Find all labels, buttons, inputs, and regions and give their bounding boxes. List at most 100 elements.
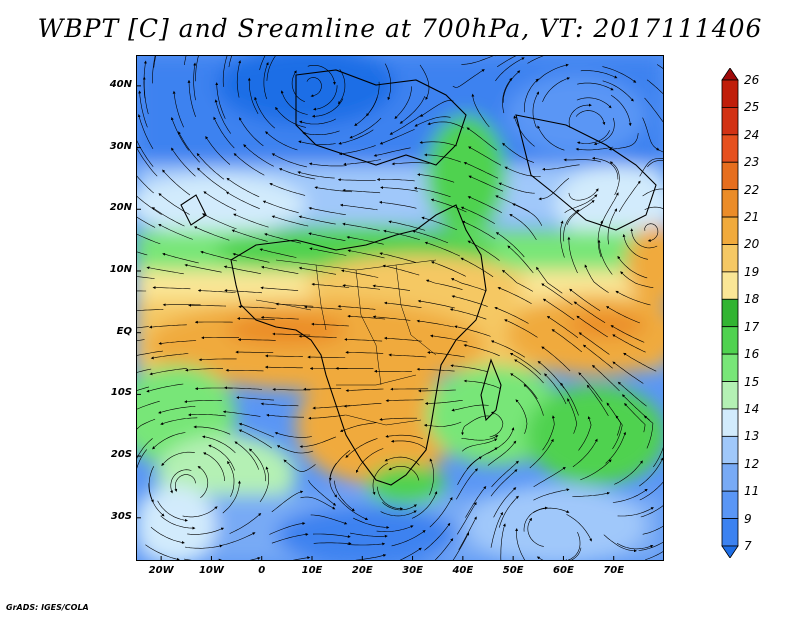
coastlines bbox=[180, 69, 657, 486]
colorbar-box bbox=[721, 435, 739, 465]
colorbar-box bbox=[721, 216, 739, 245]
streamline bbox=[567, 398, 578, 434]
streamline bbox=[572, 438, 598, 468]
lon-label: 10E bbox=[301, 565, 323, 576]
streamline bbox=[298, 140, 336, 145]
streamline bbox=[575, 146, 614, 151]
streamline bbox=[136, 386, 150, 392]
streamline bbox=[576, 315, 608, 338]
streamline bbox=[184, 263, 222, 273]
streamline bbox=[424, 241, 461, 257]
country-borders bbox=[255, 259, 437, 426]
streamline bbox=[160, 417, 198, 425]
streamline bbox=[291, 70, 305, 102]
streamline bbox=[152, 55, 156, 84]
streamline bbox=[338, 129, 374, 145]
streamline bbox=[411, 491, 438, 519]
streamline bbox=[514, 359, 544, 384]
streamline bbox=[339, 422, 377, 432]
streamline bbox=[617, 507, 654, 517]
colorbar-box bbox=[721, 490, 739, 519]
streamline bbox=[185, 544, 223, 549]
streamline bbox=[303, 305, 342, 310]
colorbar-label: 20 bbox=[744, 237, 760, 252]
streamline bbox=[151, 207, 185, 227]
streamline bbox=[425, 279, 463, 290]
streamline bbox=[430, 198, 467, 213]
streamline bbox=[149, 324, 187, 329]
streamline bbox=[515, 528, 526, 561]
streamline bbox=[313, 541, 352, 545]
streamline bbox=[334, 480, 355, 512]
streamline bbox=[471, 93, 490, 128]
streamline bbox=[158, 224, 193, 240]
streamline bbox=[263, 62, 269, 100]
streamline bbox=[136, 251, 148, 256]
streamline bbox=[427, 351, 465, 358]
streamline bbox=[280, 90, 308, 115]
colorbar-box bbox=[721, 79, 739, 108]
streamline bbox=[452, 69, 485, 88]
lat-label: 30N bbox=[109, 140, 132, 152]
streamline bbox=[424, 522, 451, 551]
colorbar-label: 9 bbox=[744, 511, 752, 526]
streamline bbox=[504, 319, 538, 338]
streamline bbox=[308, 206, 346, 215]
streamline bbox=[345, 388, 384, 393]
streamline bbox=[197, 466, 209, 499]
streamline bbox=[197, 289, 236, 293]
streamline bbox=[137, 114, 154, 150]
streamline bbox=[653, 443, 664, 468]
streamline bbox=[597, 220, 603, 258]
streamline bbox=[606, 306, 641, 324]
streamline bbox=[417, 173, 455, 183]
streamline bbox=[136, 339, 145, 342]
streamline bbox=[430, 334, 468, 343]
colorbar-top-arrow bbox=[721, 68, 739, 81]
streamline bbox=[495, 57, 525, 82]
streamline bbox=[338, 69, 346, 105]
streamline bbox=[568, 103, 592, 128]
streamline bbox=[311, 98, 344, 118]
streamline bbox=[214, 99, 231, 134]
streamline bbox=[142, 76, 149, 115]
streamline bbox=[620, 271, 654, 288]
streamline bbox=[215, 82, 226, 119]
streamline bbox=[312, 533, 351, 539]
streamline bbox=[527, 517, 544, 547]
streamline bbox=[577, 82, 614, 91]
streamline bbox=[308, 479, 337, 506]
streamline bbox=[274, 431, 312, 438]
streamline bbox=[429, 458, 435, 496]
streamline bbox=[347, 249, 385, 259]
colorbar-label: 15 bbox=[744, 374, 760, 389]
streamline bbox=[602, 80, 634, 102]
streamline bbox=[328, 450, 351, 482]
streamline bbox=[580, 70, 618, 79]
streamline bbox=[235, 350, 274, 354]
streamline bbox=[610, 94, 632, 127]
streamline bbox=[231, 229, 268, 242]
streamline bbox=[642, 117, 660, 151]
streamline bbox=[229, 513, 262, 534]
streamline bbox=[243, 144, 274, 167]
streamline bbox=[174, 474, 196, 492]
streamline bbox=[509, 353, 542, 375]
streamline bbox=[259, 466, 269, 503]
streamline bbox=[260, 286, 299, 291]
colorbar-box bbox=[721, 408, 739, 437]
streamline bbox=[640, 504, 664, 518]
colorbar-box bbox=[721, 381, 739, 410]
streamline bbox=[513, 115, 535, 147]
streamline bbox=[343, 159, 381, 166]
streamline bbox=[461, 435, 499, 441]
streamline bbox=[236, 396, 275, 401]
streamline bbox=[487, 440, 517, 466]
streamline bbox=[149, 368, 187, 376]
streamline bbox=[507, 245, 534, 274]
streamline bbox=[501, 269, 534, 292]
streamline bbox=[220, 532, 256, 546]
colorbar bbox=[721, 68, 739, 558]
streamline bbox=[245, 556, 261, 561]
streamline bbox=[372, 284, 411, 291]
